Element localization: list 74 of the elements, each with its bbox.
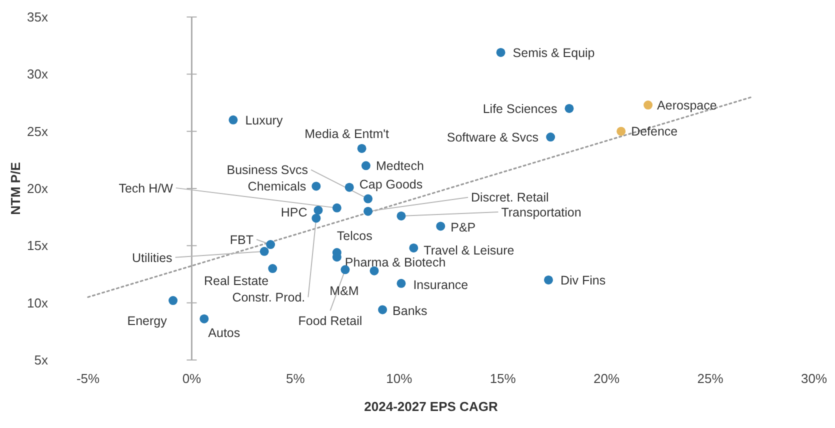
annotation: Pharma & Biotech xyxy=(344,255,446,270)
point xyxy=(228,115,238,124)
annotation: Tech H/W xyxy=(118,181,174,196)
point xyxy=(644,100,653,110)
point xyxy=(436,222,446,231)
annotation: Luxury xyxy=(245,113,284,128)
y-tick-label: 20x xyxy=(27,181,48,196)
point xyxy=(314,206,323,215)
annotation: Autos xyxy=(208,326,240,340)
annotation: Telcos xyxy=(336,228,372,243)
point xyxy=(378,305,388,314)
point xyxy=(268,264,278,274)
y-tick-label: 35x xyxy=(27,10,48,25)
point xyxy=(409,243,418,252)
annotation: P&P xyxy=(450,220,476,235)
point xyxy=(364,194,373,204)
annotation: Business Svcs xyxy=(226,163,308,178)
point xyxy=(496,48,506,57)
annotation: Energy xyxy=(127,314,168,328)
point xyxy=(168,296,178,306)
x-axis-title: 2024-2027 EPS CAGR xyxy=(364,399,498,414)
y-tick-label: 15x xyxy=(27,238,48,254)
point xyxy=(544,275,553,284)
y-tick-label: 30x xyxy=(27,66,48,82)
point xyxy=(396,278,406,288)
x-tick-label: 15% xyxy=(490,371,516,386)
annotation: Insurance xyxy=(413,278,468,292)
point xyxy=(364,206,373,216)
point xyxy=(344,182,354,192)
x-tick-label: -5% xyxy=(76,371,100,386)
annotation: Software & Svcs xyxy=(446,130,539,144)
annotation: FBT xyxy=(230,232,254,247)
x-tick-label: 30% xyxy=(800,371,828,386)
point xyxy=(564,104,574,113)
x-tick-label: 10% xyxy=(386,371,413,386)
x-tick-label: 5% xyxy=(286,371,306,386)
point xyxy=(361,161,370,170)
annotation: Cap Goods xyxy=(359,178,423,192)
annotation: Life Sciences xyxy=(482,102,558,116)
x-tick-label: 0% xyxy=(182,371,202,386)
y-tick-label: 10x xyxy=(27,295,48,310)
point xyxy=(266,240,276,250)
y-axis-title: NTM P/E xyxy=(8,162,23,215)
point xyxy=(616,126,626,136)
annotation: Aerospace xyxy=(657,98,717,112)
annotation: Div Fins xyxy=(560,273,606,288)
point xyxy=(546,132,556,142)
annotation: Defence xyxy=(631,124,678,139)
annotation: Transportation xyxy=(501,205,582,220)
annotation: Chemicals xyxy=(248,180,306,194)
annotation: Constr. Prod. xyxy=(232,290,306,305)
annotation: Media & Entm't xyxy=(304,126,390,141)
point xyxy=(396,211,406,220)
point xyxy=(357,144,366,153)
annotation: Medtech xyxy=(376,159,424,174)
y-tick-label: 25x xyxy=(27,124,48,139)
point xyxy=(332,203,342,212)
annotation: Food Retail xyxy=(298,314,362,328)
annotation: Real Estate xyxy=(204,274,269,288)
point xyxy=(312,182,321,191)
x-tick-label: 25% xyxy=(697,371,724,386)
annotation: M&M xyxy=(330,284,359,298)
annotation: Discret. Retail xyxy=(471,190,549,205)
annotation: Travel & Leisure xyxy=(424,243,514,258)
y-tick-label: 5x xyxy=(34,352,48,368)
annotation: Banks xyxy=(392,304,428,318)
annotation: HPC xyxy=(280,206,308,220)
annotation: Utilities xyxy=(132,250,172,265)
point xyxy=(260,246,269,256)
annotation: Semis & Equip xyxy=(512,46,595,60)
point xyxy=(312,214,321,223)
point xyxy=(200,314,209,324)
point xyxy=(340,265,350,274)
x-tick-label: 20% xyxy=(594,371,620,386)
